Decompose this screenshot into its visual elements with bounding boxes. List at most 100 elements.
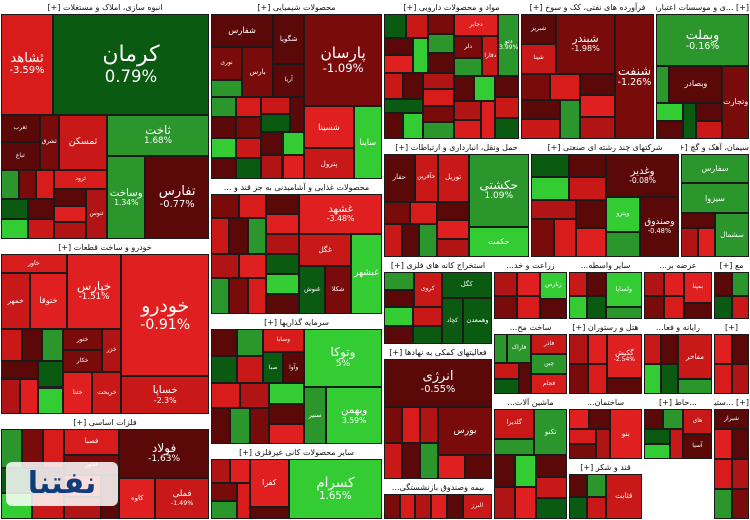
filler-tile — [714, 272, 732, 296]
filler-tile — [36, 169, 55, 200]
stock-label: وتجارت — [723, 97, 749, 107]
filler-tile — [399, 494, 416, 519]
sector: [+] — [713, 320, 750, 395]
filler-tile — [412, 325, 442, 344]
filler-tile — [436, 220, 469, 239]
stock-tile: دتو 3.99% — [498, 14, 519, 76]
stock-label: نوری — [220, 59, 233, 67]
sector-header: سرمایه گذاریها [+] — [211, 316, 382, 329]
filler-tile — [714, 459, 732, 490]
filler-tile — [266, 274, 300, 294]
stock-label: وصندوق — [644, 217, 675, 228]
filler-tile — [535, 476, 567, 498]
filler-tile — [412, 307, 442, 326]
filler-tile — [384, 407, 402, 443]
stock-tile: وبصادر — [669, 66, 723, 103]
stock-label: بنو — [621, 428, 630, 438]
stock-tile: بنو — [609, 409, 642, 459]
stock-label: وبملت — [685, 26, 720, 42]
stock-tile: قثابت — [605, 474, 642, 519]
sector: فرآورده های نفتی، کک و سوخ [+] شنفت -1.26%… — [520, 0, 655, 140]
sector-header: بیمه وصندوق بازنشستگی... — [384, 481, 492, 494]
stock-label: غبشهر — [354, 268, 379, 279]
stock-tile: کفرا — [249, 459, 289, 507]
filler-tile — [211, 407, 231, 444]
filler-tile — [661, 364, 678, 394]
filler-tile — [422, 72, 454, 90]
stock-change: -1.63% — [148, 454, 181, 465]
stock-label: خساپا — [152, 384, 178, 397]
filler-tile — [550, 73, 580, 100]
filler-tile — [553, 218, 577, 257]
stock-tile: کسرام 1.65% — [288, 459, 382, 519]
stock-label: شفارس — [228, 24, 256, 35]
filler-tile — [211, 329, 237, 357]
stock-change: 1.68% — [144, 136, 173, 147]
filler-tile — [606, 377, 642, 394]
stock-change: -2.54% — [613, 355, 635, 363]
filler-tile — [1, 361, 39, 379]
stock-tile: خاور — [1, 254, 67, 273]
stock-label: تکنو — [544, 427, 557, 437]
filler-tile — [1, 329, 22, 361]
filler-tile — [420, 443, 438, 479]
stock-change: -1.09% — [322, 61, 364, 76]
sector: محصولات غذایی و آشامیدنی به جز قند و ...… — [210, 180, 383, 315]
stock-tile: پترول — [304, 147, 354, 179]
stock-change: -0.55% — [420, 383, 456, 395]
filler-tile — [438, 455, 465, 479]
filler-tile — [247, 218, 267, 254]
filler-tile — [714, 429, 732, 460]
filler-tile — [731, 364, 749, 394]
stock-change: 0.79% — [104, 66, 158, 86]
filler-tile — [494, 295, 517, 319]
stock-label: حآفرین — [417, 173, 436, 181]
sector: [+] ...ستیک شیراز — [713, 395, 750, 520]
filler-tile — [260, 96, 290, 115]
stock-tile: گلدیرا — [494, 409, 535, 439]
sector: محصولات شیمیایی [+] پارسان -1.09% ساینا شسین… — [210, 0, 383, 180]
stock-tile: توریل — [437, 154, 469, 202]
stock-tile: ولساپا — [605, 272, 642, 308]
stock-tile: فملی -1.49% — [155, 478, 209, 519]
filler-tile — [731, 459, 749, 490]
stock-change: 3.59% — [341, 415, 367, 425]
stock-tile: کچاد — [441, 298, 464, 344]
stock-label: کفرا — [262, 477, 277, 487]
filler-tile — [494, 363, 519, 379]
stock-change: -3.48% — [326, 214, 355, 224]
filler-tile — [236, 329, 263, 357]
stock-tile: خزر — [102, 329, 122, 372]
stock-label: شیراز — [724, 414, 739, 422]
filler-tile — [656, 66, 670, 103]
filler-tile — [230, 459, 250, 483]
stock-tile: حکمت — [468, 226, 529, 257]
filler-tile — [521, 73, 551, 100]
filler-tile — [238, 254, 267, 278]
stock-label: دجابر — [469, 20, 483, 28]
filler-tile — [211, 158, 236, 179]
filler-tile — [211, 96, 236, 118]
sector-header: سایر محصولات کانی غیرفلزی [+] — [211, 446, 382, 459]
filler-tile — [235, 117, 261, 138]
stock-label: خودرو — [141, 296, 190, 318]
sector: سیمان، آهک و گچ [+] سفارس سیزوا سشمال — [680, 140, 750, 258]
stock-label: پارسان — [320, 44, 366, 63]
filler-tile — [569, 409, 590, 429]
stock-label: مفاخر — [686, 351, 704, 361]
filler-tile — [260, 155, 283, 179]
filler-tile — [644, 295, 664, 319]
stock-label: کسرام — [316, 474, 355, 491]
filler-tile — [606, 231, 640, 257]
sector: حمل ونقل، انبارداری و ارتباطات [+] حکشتی 1… — [383, 140, 530, 258]
stock-tile: های — [682, 409, 712, 434]
filler-tile — [516, 295, 540, 319]
filler-tile — [731, 334, 749, 364]
filler-tile — [569, 295, 588, 319]
filler-tile — [560, 99, 580, 139]
sector: رایانه و فعا... مفاخر — [643, 320, 713, 395]
filler-tile — [266, 294, 300, 314]
stock-change: 3.99% — [499, 44, 519, 52]
filler-tile — [480, 101, 495, 139]
filler-tile — [211, 501, 237, 519]
